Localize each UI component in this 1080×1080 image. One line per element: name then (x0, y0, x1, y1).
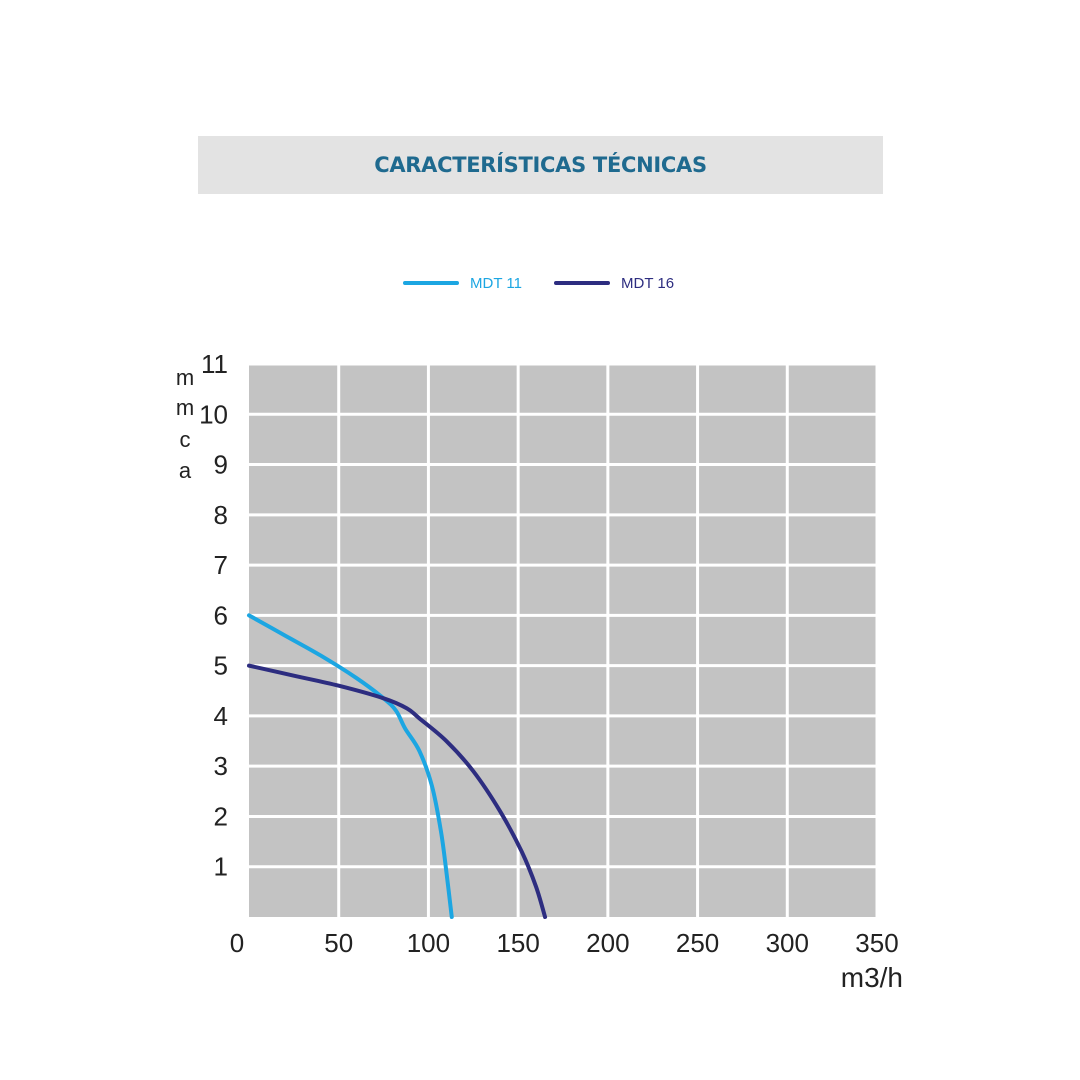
x-tick-label: 350 (855, 928, 898, 958)
x-tick-label: 300 (766, 928, 809, 958)
plot-area (249, 364, 877, 917)
y-tick-label: 10 (199, 399, 228, 429)
y-tick-label: 7 (214, 550, 228, 580)
y-axis-label-letter: a (179, 458, 192, 483)
x-tick-label: 150 (496, 928, 539, 958)
y-tick-label: 5 (214, 651, 228, 681)
legend-label-mdt-11: MDT 11 (470, 275, 522, 292)
x-tick-label: 50 (324, 928, 353, 958)
y-tick-label: 2 (214, 801, 228, 831)
header-band: CARACTERÍSTICAS TÉCNICAS (198, 136, 883, 194)
series-line-mdt-16 (247, 663, 548, 919)
y-tick-label: 1 (214, 852, 228, 882)
y-tick-label: 11 (201, 349, 228, 379)
legend-label-mdt-16: MDT 16 (621, 275, 674, 292)
y-tick-label: 3 (214, 751, 228, 781)
x-tick-label: 0 (230, 928, 244, 958)
x-tick-label: 100 (407, 928, 450, 958)
x-tick-label: 250 (676, 928, 719, 958)
y-axis-label-letter: c (180, 427, 191, 452)
x-axis-label: m3/h (841, 962, 903, 993)
y-tick-label: 8 (214, 500, 228, 530)
series-line-mdt-11 (247, 613, 454, 919)
y-tick-label: 6 (214, 600, 228, 630)
y-axis-label-letter: m (176, 395, 194, 420)
page-title: CARACTERÍSTICAS TÉCNICAS (374, 153, 707, 177)
y-axis-label-letter: m (176, 365, 194, 390)
y-tick-label: 9 (214, 450, 228, 480)
x-tick-label: 200 (586, 928, 629, 958)
y-tick-label: 4 (214, 701, 228, 731)
